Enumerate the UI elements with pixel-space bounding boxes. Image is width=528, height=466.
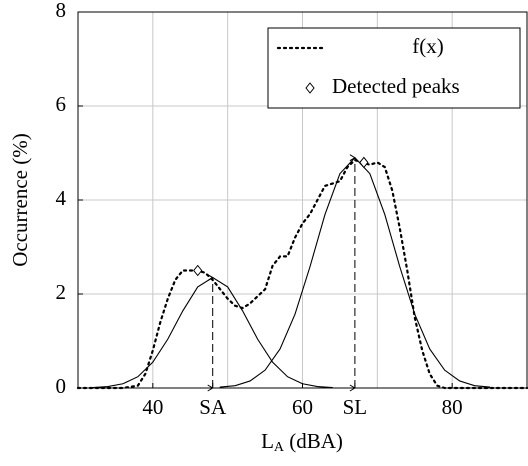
series-line: [92, 276, 333, 389]
series-line: [219, 156, 491, 388]
legend-label: f(x): [412, 34, 443, 58]
series-line: [76, 158, 528, 390]
x-axis-label: LA (dBA): [261, 429, 343, 455]
legend-marker: [305, 82, 315, 94]
y-tick-label: 6: [56, 92, 67, 116]
x-label-rest: (dBA): [284, 429, 343, 453]
x-tick-label: 80: [442, 395, 463, 419]
legend-box: [267, 27, 521, 109]
peak-arrow: [207, 384, 214, 392]
y-axis-label: Occurrence (%): [8, 133, 32, 267]
x-tick-label: 60: [292, 395, 313, 419]
peak-point: [193, 264, 203, 277]
peak-arrow: [349, 384, 356, 392]
x-tick-label: SL: [343, 395, 368, 419]
x-tick-label: 40: [142, 395, 163, 419]
y-tick-label: 4: [56, 186, 67, 210]
x-label-base: L: [261, 429, 274, 453]
x-label-sub: A: [274, 440, 285, 455]
legend: f(x) Detected peaks: [267, 27, 521, 109]
legend-label: Detected peaks: [332, 74, 460, 98]
peak-point: [359, 156, 369, 169]
y-tick-label: 0: [56, 374, 67, 398]
y-tick-label: 2: [56, 280, 67, 304]
x-tick-label: SA: [199, 395, 227, 419]
y-tick-label: 8: [56, 0, 67, 22]
